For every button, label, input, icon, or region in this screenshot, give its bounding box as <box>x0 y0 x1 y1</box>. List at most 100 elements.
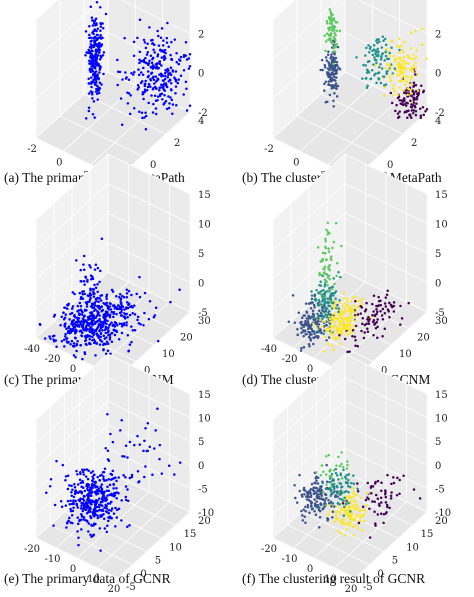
scatter-point <box>327 290 330 293</box>
scatter-point <box>352 474 355 477</box>
scatter-point <box>369 486 373 489</box>
scatter-point <box>137 73 141 77</box>
scatter-point <box>321 481 324 485</box>
scatter-point <box>368 60 371 63</box>
scatter-point <box>96 475 99 479</box>
scatter-point <box>169 82 173 85</box>
scatter-point <box>389 63 393 66</box>
scatter-point <box>365 46 368 50</box>
scatter-point <box>320 58 324 62</box>
scatter-point <box>177 78 180 81</box>
scatter-point <box>99 54 102 58</box>
scatter-point <box>338 481 341 485</box>
scatter-point <box>409 46 413 50</box>
scatter-point <box>105 507 109 510</box>
scatter-point <box>317 490 321 493</box>
scatter-point <box>132 107 136 110</box>
scatter-point <box>93 39 96 42</box>
scatter-point <box>336 501 340 505</box>
scatter-point <box>91 470 95 473</box>
scatter-point <box>316 493 319 497</box>
scatter-point <box>147 317 151 321</box>
scatter-point <box>347 515 351 519</box>
scatter-point <box>151 38 154 42</box>
y-tick-label: 4 <box>435 116 441 127</box>
scatter-point <box>371 53 375 57</box>
grid-line <box>320 93 404 135</box>
scatter-point <box>325 228 328 232</box>
scatter-point <box>178 288 181 292</box>
scatter-point <box>389 67 393 71</box>
scatter-point <box>88 317 91 320</box>
scatter-point <box>179 74 183 78</box>
scatter-point <box>130 473 134 477</box>
scatter-point <box>411 90 414 93</box>
scatter-point <box>329 40 333 44</box>
z-tick-label: 0 <box>435 69 441 80</box>
scatter-point <box>156 53 160 56</box>
scatter-point <box>137 68 140 71</box>
scatter-point <box>350 517 353 520</box>
scatter-point <box>327 80 331 83</box>
scatter-point <box>116 70 120 73</box>
scatter-point <box>123 308 126 311</box>
scatter-point <box>384 491 387 494</box>
scatter-point <box>68 318 71 321</box>
scatter-point <box>365 503 368 507</box>
scatter-point <box>87 530 90 533</box>
scatter-point <box>403 40 406 44</box>
scatter-point <box>306 505 310 509</box>
scatter-point <box>390 304 393 307</box>
y-tick-label: 10 <box>399 349 412 360</box>
scatter-point <box>339 493 342 497</box>
scatter-point <box>364 498 368 502</box>
scatter-point <box>307 323 310 327</box>
scatter-point <box>104 310 108 313</box>
scatter-point <box>92 309 96 313</box>
scatter-point <box>321 308 324 311</box>
scatter-point <box>105 295 108 298</box>
scatter-point <box>142 66 145 70</box>
scatter-point <box>335 484 339 488</box>
scatter-point <box>68 516 71 520</box>
scatter-point <box>114 525 117 528</box>
scatter-point <box>84 276 88 279</box>
scatter-point <box>159 36 163 40</box>
scatter-point <box>324 40 328 43</box>
scatter-point <box>324 237 327 241</box>
scatter-point <box>92 295 96 298</box>
scatter-point <box>302 325 306 329</box>
scatter-point <box>395 494 399 497</box>
scatter-point <box>126 316 129 319</box>
scatter-point <box>97 335 101 338</box>
x-tick-label: -20 <box>261 544 277 555</box>
scatter-point <box>84 326 88 330</box>
scatter-point <box>349 330 353 334</box>
scatter-point <box>112 512 116 515</box>
scatter-point <box>188 53 192 56</box>
scatter-point <box>167 45 170 48</box>
grid-line <box>290 321 374 362</box>
scatter-point <box>91 277 95 280</box>
scatter-point <box>367 322 371 325</box>
scatter-point <box>303 322 306 326</box>
scatter-point <box>146 70 150 73</box>
scatter-point <box>70 502 74 506</box>
scatter-point <box>169 300 172 304</box>
scatter-point <box>311 309 315 313</box>
scatter-point <box>64 335 67 338</box>
scatter-point <box>386 473 389 477</box>
scatter-point <box>87 484 91 487</box>
scatter-point <box>120 310 123 314</box>
scatter-point <box>349 496 352 500</box>
scatter-point <box>154 75 158 78</box>
grid-line <box>59 115 143 157</box>
scatter-point <box>375 61 378 65</box>
scatter-point <box>374 522 377 525</box>
scatter-point <box>89 494 93 498</box>
scatter-point <box>106 449 110 452</box>
grid-line <box>35 32 191 99</box>
scatter-point <box>301 514 304 517</box>
scatter-point <box>130 475 134 479</box>
scatter-point <box>398 478 401 482</box>
